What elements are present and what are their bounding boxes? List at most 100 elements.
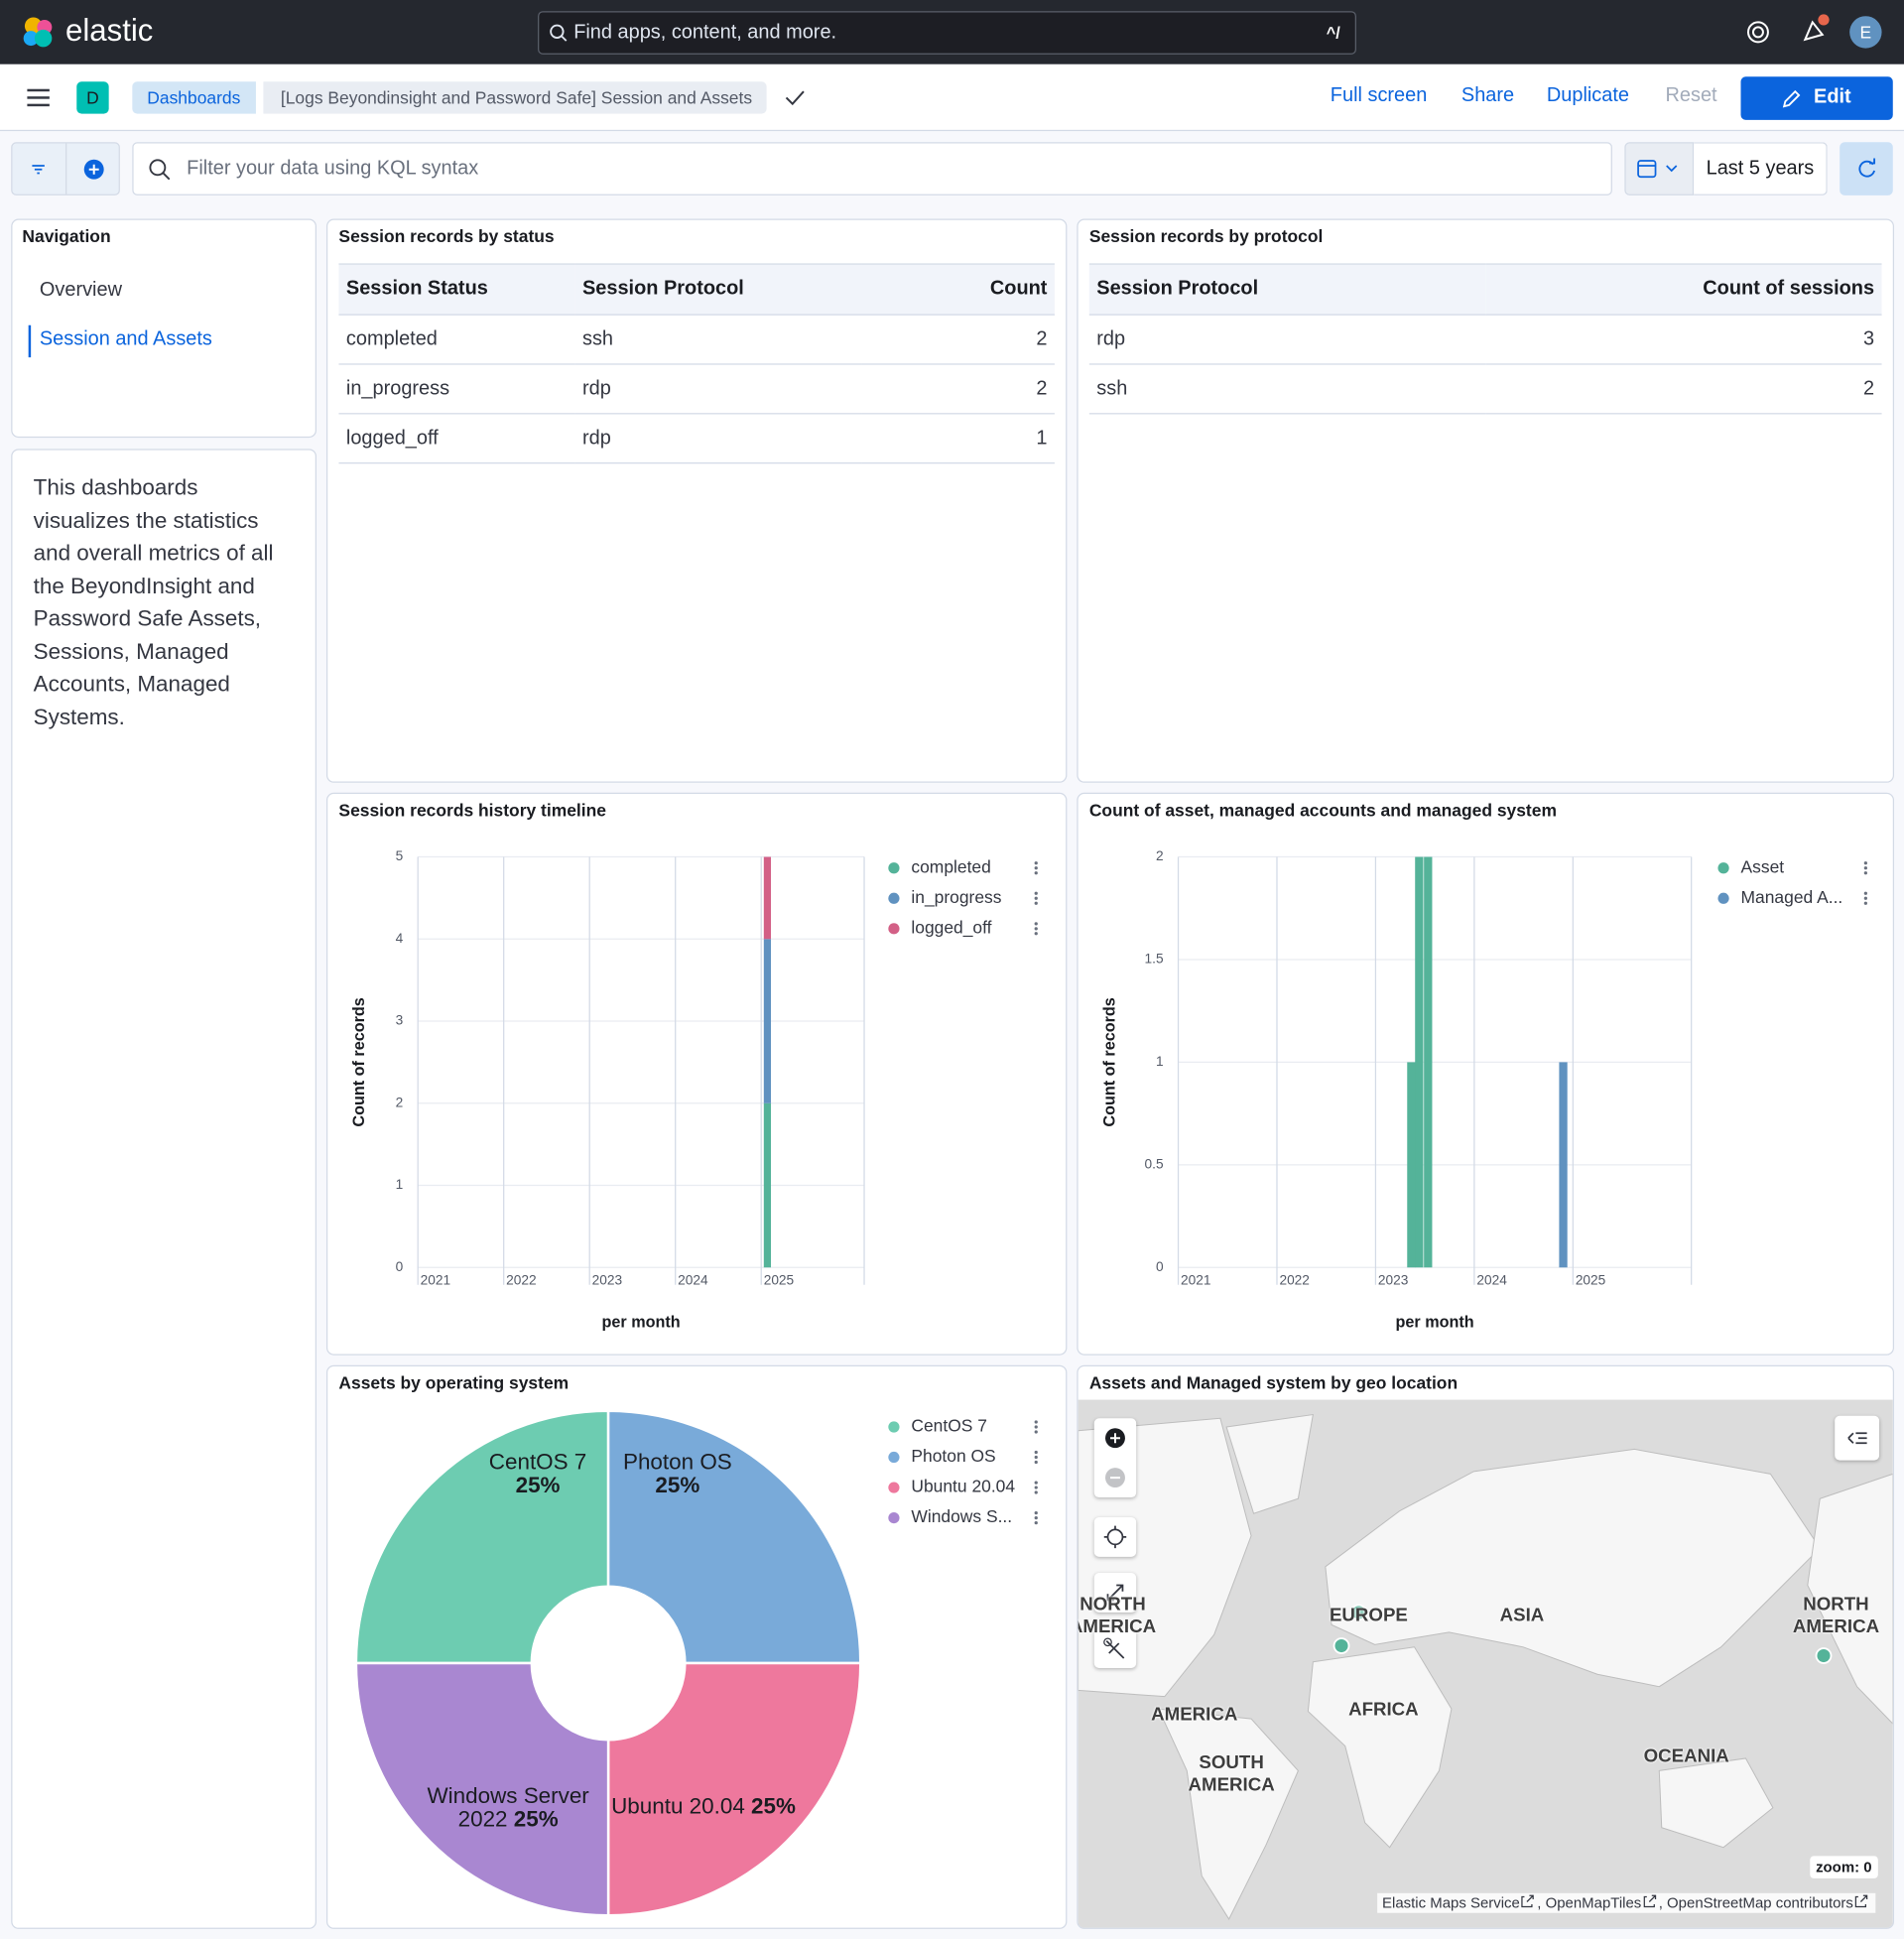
filter-icon[interactable] [30, 161, 47, 178]
nav-link[interactable]: Overview [40, 280, 122, 302]
x-tick-label: 2025 [764, 1273, 795, 1288]
legend-label[interactable]: Asset [1741, 856, 1785, 876]
legend-menu-dot [1035, 1430, 1038, 1433]
x-axis-label: per month [602, 1314, 681, 1332]
table-panel: Session records by status Session StatusS… [326, 219, 1067, 783]
slice-value: 25% [655, 1473, 699, 1497]
chart-panel: Session records history timeline 0123452… [326, 793, 1067, 1356]
legend-menu-dot [1864, 871, 1867, 874]
divider [65, 144, 66, 194]
y-tick-label: 1 [396, 1177, 404, 1192]
legend-menu-dot [1035, 1451, 1038, 1454]
legend-swatch [888, 1482, 899, 1492]
legend-menu-dot [1035, 1456, 1038, 1459]
legend-menu-dot [1035, 927, 1038, 930]
help-icon[interactable] [1743, 17, 1773, 47]
shortcut: ^/ [1327, 24, 1340, 43]
legend-swatch [888, 1452, 899, 1463]
x-tick-label: 2023 [1378, 1273, 1409, 1288]
share-button[interactable]: Share [1461, 85, 1514, 107]
date-quick-menu[interactable] [1624, 142, 1694, 195]
table-cell: 2 [1485, 364, 1881, 414]
attribution-link[interactable]: , OpenMapTiles [1537, 1894, 1641, 1911]
legend-menu-dot [1035, 902, 1038, 905]
map-label: AFRICA [1334, 1699, 1434, 1721]
search-icon [549, 24, 569, 44]
y-tick-label: 3 [396, 1013, 404, 1028]
column-header[interactable]: Session Protocol [575, 264, 862, 315]
column-header[interactable]: Session Status [338, 264, 574, 315]
legend-swatch [888, 1421, 899, 1432]
y-tick-label: 4 [396, 931, 404, 946]
space-badge[interactable]: D [76, 81, 108, 113]
table-wrap: Session StatusSession ProtocolCountcompl… [338, 263, 1054, 463]
attribution-link[interactable]: , OpenStreetMap contributors [1659, 1894, 1853, 1911]
check-icon[interactable] [784, 87, 806, 107]
duplicate-button[interactable]: Duplicate [1547, 85, 1629, 107]
legend-label[interactable]: Photon OS [911, 1446, 995, 1466]
brand[interactable]: elastic [65, 14, 153, 50]
avatar[interactable]: E [1849, 16, 1881, 48]
breadcrumb[interactable]: Dashboards [132, 81, 255, 113]
zoom-level: zoom: 0 [1810, 1856, 1878, 1877]
time-range-label: Last 5 years [1707, 159, 1815, 181]
legend-menu-dot [1864, 866, 1867, 869]
menu-button[interactable] [26, 85, 51, 110]
map[interactable]: zoom: 0 Elastic Maps Service , OpenMapTil… [1079, 1400, 1893, 1928]
column-header[interactable]: Session Protocol [1089, 264, 1485, 315]
refresh-button[interactable] [1840, 142, 1893, 195]
slice-label: Ubuntu 20.04 25% [568, 1795, 839, 1819]
full-screen-button[interactable]: Full screen [1331, 85, 1428, 107]
zoom-value: 0 [1863, 1859, 1871, 1875]
external-link-glyph [1855, 1895, 1866, 1906]
table-cell: rdp [575, 414, 862, 463]
logo [20, 15, 57, 50]
reset-button[interactable]: Reset [1665, 85, 1716, 107]
legend-menu-dot [1035, 1425, 1038, 1428]
attribution-link[interactable]: Elastic Maps Service [1382, 1894, 1520, 1911]
filter-controls [11, 142, 120, 195]
table-cell: in_progress [338, 364, 574, 414]
nav-link-active[interactable]: Session and Assets [40, 328, 212, 350]
y-tick-label: 1.5 [1145, 952, 1164, 967]
layer-toggle[interactable] [1835, 1416, 1879, 1461]
column-header[interactable]: Count of sessions [1485, 264, 1881, 315]
y-axis-label: Count of records [350, 997, 368, 1126]
header-row: Session ProtocolCount of sessions [1089, 264, 1882, 315]
map-land [1079, 1400, 1893, 1928]
panel-title: Navigation [22, 226, 110, 246]
table-cell: ssh [575, 315, 862, 364]
map-label: ASIA [1485, 1605, 1560, 1626]
global-search[interactable]: Find apps, content, and more. ^/ [538, 11, 1356, 55]
chart-panel: Assets by operating system CentOS 7Photo… [326, 1365, 1067, 1929]
legend-label[interactable]: Windows S... [911, 1506, 1012, 1526]
pie-slice [608, 1663, 860, 1915]
panel-title: Session records by status [338, 226, 554, 246]
table-cell: 3 [1485, 315, 1881, 364]
reset-north[interactable] [1094, 1517, 1136, 1557]
legend-menu-dot [1864, 897, 1867, 900]
news-icon[interactable] [1798, 12, 1833, 47]
legend-menu-dot [1035, 1486, 1038, 1488]
edit-button[interactable]: Edit [1741, 76, 1893, 120]
layers-icon [1835, 1416, 1879, 1461]
zoom-icons[interactable] [1094, 1418, 1136, 1497]
time-range[interactable]: Last 5 years [1694, 142, 1828, 195]
compass-icon [1094, 1517, 1136, 1557]
kql-search[interactable]: Filter your data using KQL syntax [132, 142, 1612, 195]
column-header[interactable]: Count [861, 264, 1055, 315]
legend-label[interactable]: Managed A... [1741, 887, 1843, 907]
legend-label[interactable]: completed [911, 856, 990, 876]
legend-label[interactable]: logged_off [911, 917, 991, 938]
x-tick-label: 2024 [1476, 1273, 1507, 1288]
legend-label[interactable]: Ubuntu 20.04 [911, 1477, 1015, 1496]
legend-label[interactable]: CentOS 7 [911, 1416, 987, 1436]
legend-swatch [888, 862, 899, 873]
legend-menu-dot [1035, 932, 1038, 935]
legend-swatch [888, 1512, 899, 1523]
legend-label[interactable]: in_progress [911, 887, 1001, 908]
add-filter-icon[interactable] [82, 159, 104, 181]
table-cell: 2 [861, 315, 1055, 364]
